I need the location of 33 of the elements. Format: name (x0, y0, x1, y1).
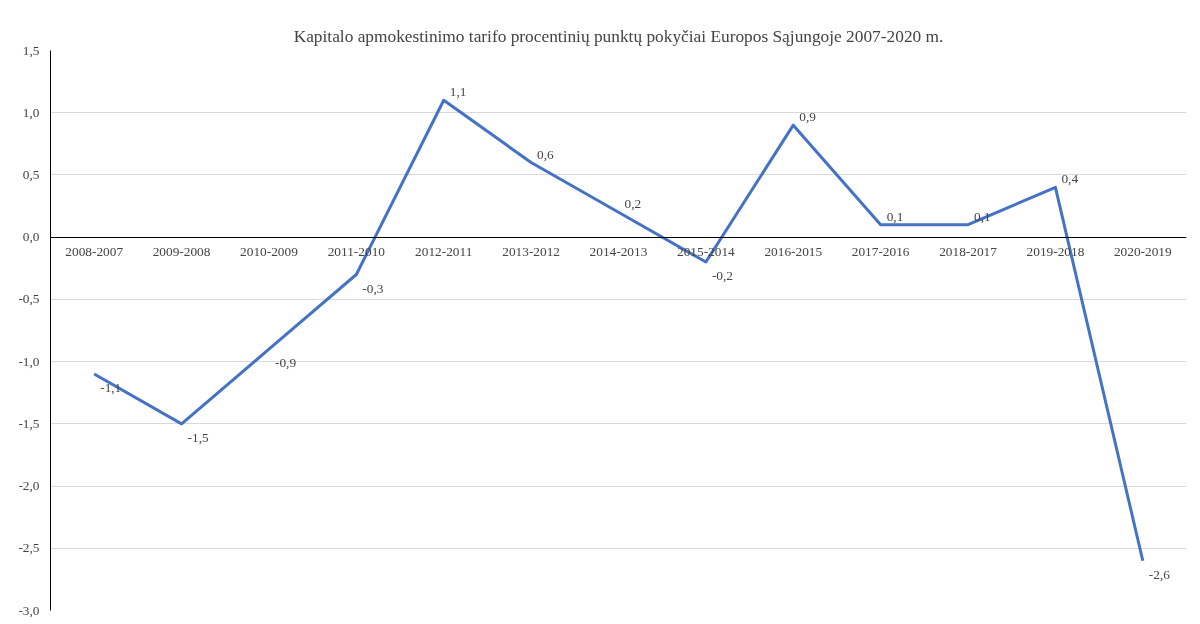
y-tick-label: 1,5 (22, 42, 40, 58)
y-tick-label: 0,0 (22, 229, 40, 245)
y-tick-label: -3,0 (18, 602, 40, 618)
x-tick-label: 2013-2012 (502, 244, 561, 260)
x-tick-label: 2010-2009 (240, 244, 299, 260)
x-tick-label: 2008-2007 (65, 244, 124, 260)
y-tick-label: -1,0 (18, 353, 40, 369)
x-tick-label: 2020-2019 (1113, 244, 1173, 260)
y-tick-label: -2,5 (18, 540, 40, 556)
chart-title: Kapitalo apmokestinimo tarifo procentinių punktų pokyčiai Europos Sąjungoje 2007-2020 m. (293, 26, 944, 46)
x-tick-label: 2017-2016 (851, 244, 910, 260)
x-tick-label: 2012-2011 (415, 244, 473, 260)
data-label: -2,6 (1148, 566, 1171, 582)
data-label: -1,1 (100, 380, 122, 396)
data-label: 0,2 (624, 196, 642, 212)
data-label: 0,6 (537, 146, 555, 162)
data-label: -0,2 (711, 268, 733, 284)
x-tick-label: 2018-2017 (939, 244, 998, 260)
x-tick-label: 2009-2008 (152, 244, 211, 260)
data-label: -0,3 (362, 280, 384, 296)
y-tick-label: -0,5 (18, 291, 40, 307)
data-label: -1,5 (187, 429, 210, 445)
x-tick-label: 2014-2013 (589, 244, 648, 260)
data-label: -0,9 (274, 355, 297, 371)
data-label: 1,1 (449, 84, 467, 100)
y-tick-label: 0,5 (22, 166, 40, 182)
x-tick-label: 2016-2015 (764, 244, 823, 260)
data-label: 0,4 (1061, 171, 1079, 187)
y-tick-label: -2,0 (18, 478, 40, 494)
y-tick-label: 1,0 (22, 104, 40, 120)
y-tick-label: -1,5 (18, 415, 40, 431)
data-label: 0,9 (799, 109, 817, 125)
data-label: 0,1 (886, 208, 904, 224)
